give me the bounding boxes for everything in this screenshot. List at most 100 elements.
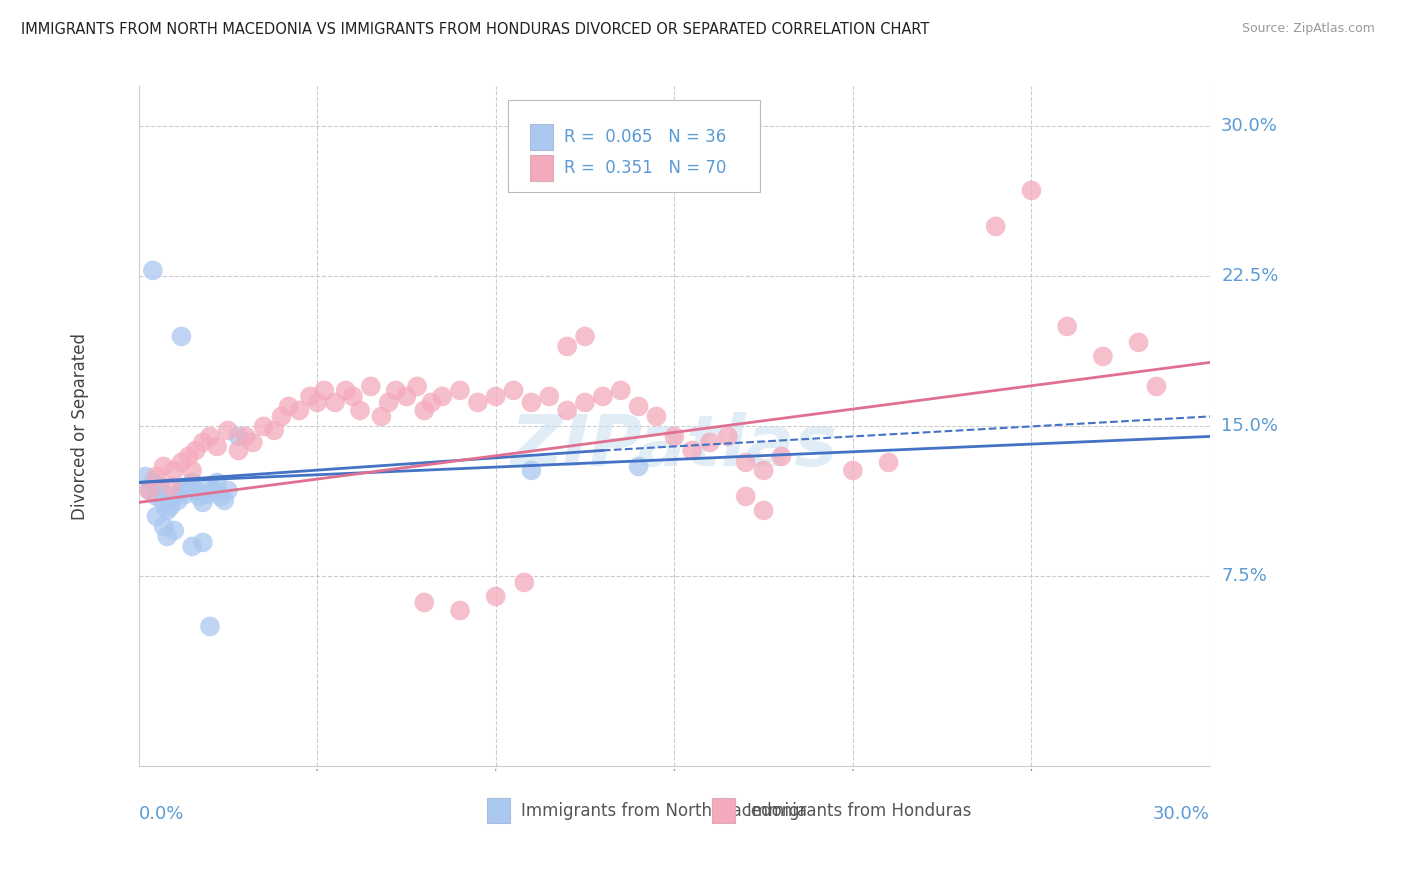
Point [307, 395, 329, 409]
Point [198, 619, 221, 633]
Point [502, 384, 524, 398]
Point [159, 500, 181, 514]
Point [288, 403, 311, 417]
Text: 0.0%: 0.0% [139, 805, 184, 823]
FancyBboxPatch shape [508, 100, 761, 192]
Point [177, 450, 200, 464]
Point [420, 395, 443, 409]
Point [184, 483, 207, 498]
Point [1146, 379, 1168, 393]
Point [174, 487, 197, 501]
Point [138, 483, 160, 498]
Point [195, 487, 218, 501]
FancyBboxPatch shape [486, 798, 510, 823]
Point [467, 395, 489, 409]
Text: Immigrants from Honduras: Immigrants from Honduras [747, 802, 972, 820]
Point [298, 389, 321, 403]
Point [184, 443, 207, 458]
Point [734, 455, 756, 469]
Point [449, 603, 471, 617]
Point [592, 389, 614, 403]
Point [520, 395, 543, 409]
Point [752, 463, 775, 477]
Point [485, 389, 508, 403]
Point [413, 403, 436, 417]
Point [520, 463, 543, 477]
Text: 7.5%: 7.5% [1222, 567, 1267, 585]
Point [159, 479, 181, 493]
Text: R =  0.351   N = 70: R = 0.351 N = 70 [564, 159, 727, 177]
Point [370, 409, 392, 424]
Point [188, 490, 211, 504]
Point [984, 219, 1007, 234]
Text: 22.5%: 22.5% [1222, 268, 1278, 285]
Point [149, 479, 172, 493]
Point [252, 419, 274, 434]
Point [627, 459, 650, 474]
Point [384, 384, 406, 398]
Text: Immigrants from North Macedonia: Immigrants from North Macedonia [522, 802, 807, 820]
Point [609, 384, 631, 398]
Point [430, 389, 453, 403]
Point [314, 384, 336, 398]
Text: Source: ZipAtlas.com: Source: ZipAtlas.com [1241, 22, 1375, 36]
FancyBboxPatch shape [530, 125, 553, 150]
FancyBboxPatch shape [711, 798, 735, 823]
Point [681, 443, 703, 458]
Point [449, 384, 471, 398]
Point [555, 339, 578, 353]
Point [770, 450, 793, 464]
Point [513, 575, 536, 590]
Point [209, 490, 232, 504]
Point [217, 483, 239, 498]
Point [163, 490, 186, 504]
Point [323, 395, 346, 409]
Point [335, 384, 357, 398]
FancyBboxPatch shape [530, 155, 553, 181]
Text: IMMIGRANTS FROM NORTH MACEDONIA VS IMMIGRANTS FROM HONDURAS DIVORCED OR SEPARATE: IMMIGRANTS FROM NORTH MACEDONIA VS IMMIG… [21, 22, 929, 37]
Point [198, 429, 221, 443]
Point [734, 490, 756, 504]
Point [138, 483, 160, 498]
Point [191, 495, 214, 509]
Point [191, 435, 214, 450]
Point [574, 329, 596, 343]
Point [1091, 350, 1114, 364]
Point [156, 503, 179, 517]
Point [181, 463, 204, 477]
Point [235, 429, 257, 443]
Point [342, 389, 364, 403]
Point [664, 429, 686, 443]
Point [217, 424, 239, 438]
Point [877, 455, 900, 469]
Point [228, 443, 250, 458]
Point [349, 403, 371, 417]
Text: 30.0%: 30.0% [1222, 118, 1278, 136]
Point [145, 490, 167, 504]
Point [263, 424, 285, 438]
Point [163, 463, 186, 477]
Point [228, 429, 250, 443]
Text: 15.0%: 15.0% [1222, 417, 1278, 435]
Point [538, 389, 561, 403]
Point [752, 503, 775, 517]
Point [413, 595, 436, 609]
Point [167, 493, 190, 508]
Point [202, 483, 225, 498]
Point [152, 495, 174, 509]
Point [717, 429, 740, 443]
Point [485, 590, 508, 604]
Point [1021, 183, 1043, 197]
Point [555, 403, 578, 417]
Point [170, 483, 193, 498]
Text: 30.0%: 30.0% [1153, 805, 1211, 823]
Point [699, 435, 721, 450]
Point [1128, 335, 1150, 350]
Point [152, 459, 174, 474]
Point [277, 400, 299, 414]
Point [377, 395, 399, 409]
Point [395, 389, 418, 403]
Point [270, 409, 292, 424]
Point [198, 479, 221, 493]
Point [170, 329, 193, 343]
